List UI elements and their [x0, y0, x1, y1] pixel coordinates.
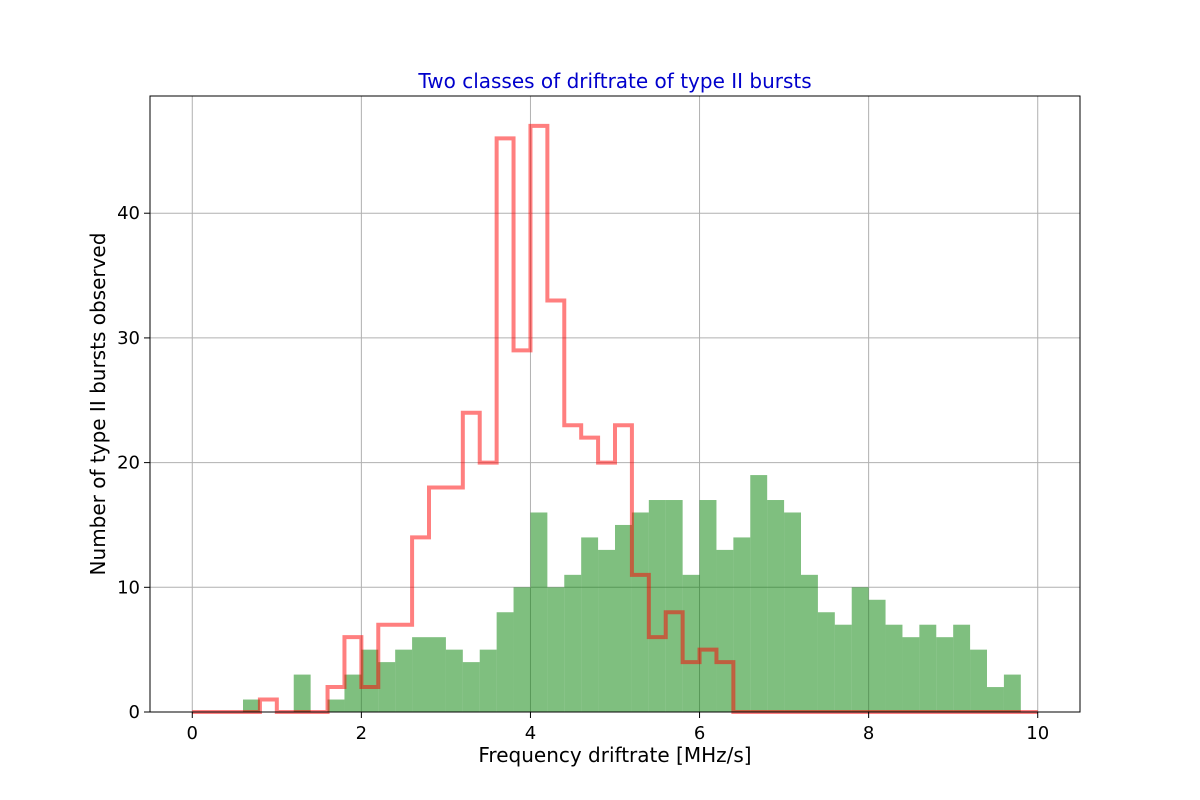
- histogram-bar: [462, 662, 480, 712]
- plot-frame: [149, 95, 1081, 713]
- histogram-bar: [970, 649, 987, 712]
- histogram-bar: [784, 512, 801, 712]
- histogram-bar: [665, 500, 683, 712]
- filled-histogram-series: [243, 475, 1021, 712]
- histogram-bar: [902, 637, 920, 712]
- histogram-bar: [682, 574, 700, 712]
- histogram-bar: [987, 687, 1004, 712]
- histogram-bar: [716, 549, 734, 712]
- histogram-bar: [361, 649, 379, 712]
- histogram-bar: [243, 699, 260, 712]
- histogram-bar: [699, 500, 717, 712]
- histogram-bar: [327, 699, 345, 712]
- histogram-bar: [767, 500, 785, 712]
- histogram-bar: [936, 637, 954, 712]
- histogram-bar: [513, 587, 531, 712]
- histogram-bar: [479, 649, 497, 712]
- y-axis-label: Number of type II bursts observed: [86, 233, 110, 576]
- histogram-bar: [615, 524, 632, 712]
- axis-ticks: 0 2 4 6 8 10 0 10 20 30 40: [117, 203, 1049, 744]
- histogram-bar: [547, 587, 565, 712]
- histogram-bar: [648, 500, 666, 712]
- histogram-bar: [378, 662, 396, 712]
- histogram-bar: [564, 574, 582, 712]
- histogram-bar: [953, 624, 971, 712]
- histogram-bar: [801, 574, 818, 712]
- y-tick-label: 0: [129, 702, 140, 723]
- x-tick-label: 6: [694, 723, 705, 744]
- chart-title: Two classes of driftrate of type II burs…: [417, 69, 811, 93]
- histogram-bar: [412, 637, 429, 712]
- histogram-bar: [834, 624, 852, 712]
- y-tick-label: 40: [117, 203, 140, 224]
- histogram-bar: [733, 537, 751, 712]
- step-histogram-series: [192, 123, 1038, 714]
- y-tick-label: 20: [117, 453, 140, 474]
- x-tick-label: 2: [356, 723, 367, 744]
- histogram-bar: [1003, 674, 1021, 712]
- histogram-bar: [445, 649, 463, 712]
- x-axis-label: Frequency driftrate [MHz/s]: [478, 743, 751, 767]
- histogram-bar: [631, 512, 649, 712]
- y-tick-label: 30: [117, 328, 140, 349]
- histogram-bar: [581, 537, 599, 712]
- x-tick-label: 0: [187, 723, 198, 744]
- histogram-bar: [530, 512, 548, 712]
- histogram-bar: [868, 599, 886, 712]
- histogram-bar: [344, 674, 362, 712]
- histogram-bar: [919, 624, 937, 712]
- x-tick-label: 8: [863, 723, 874, 744]
- histogram-bar: [293, 674, 311, 712]
- histogram-bar: [598, 549, 615, 712]
- histogram-bar: [750, 475, 768, 712]
- x-tick-label: 4: [525, 723, 536, 744]
- histogram-bar: [885, 624, 903, 712]
- histogram-bar: [817, 612, 835, 712]
- x-tick-label: 10: [1026, 723, 1049, 744]
- histogram-bar: [395, 649, 413, 712]
- y-tick-label: 10: [117, 577, 140, 598]
- histogram-bar: [496, 612, 514, 712]
- step-histogram-line: [192, 123, 1038, 714]
- histogram-bar: [851, 587, 869, 712]
- histogram-bar: [429, 637, 446, 712]
